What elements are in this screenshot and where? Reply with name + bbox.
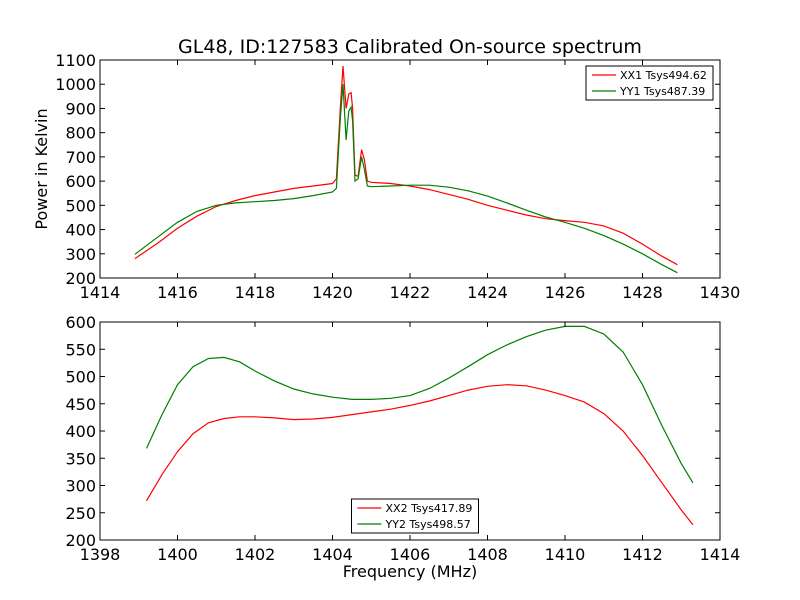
top-legend-label-2: YY1 Tsys487.39 bbox=[619, 85, 705, 98]
bottom-x-tick-label: 1408 bbox=[467, 545, 508, 564]
bottom-series-line-2 bbox=[145, 325, 694, 484]
top-y-axis-label: Power in Kelvin bbox=[32, 108, 51, 229]
top-y-tick-label: 900 bbox=[65, 99, 96, 118]
top-x-tick-label: 1422 bbox=[390, 283, 431, 302]
bottom-x-tick-label: 1410 bbox=[545, 545, 586, 564]
top-y-tick-label: 1100 bbox=[55, 51, 96, 70]
bottom-x-tick-label: 1398 bbox=[80, 545, 121, 564]
bottom-y-tick-label: 200 bbox=[65, 531, 96, 550]
bottom-legend-box bbox=[351, 498, 479, 534]
bottom-x-tick-label: 1414 bbox=[700, 545, 741, 564]
top-y-tick-label: 500 bbox=[65, 196, 96, 215]
top-y-tick-label: 700 bbox=[65, 148, 96, 167]
bottom-y-tick-label: 450 bbox=[65, 395, 96, 414]
bottom-x-tick-label: 1406 bbox=[390, 545, 431, 564]
top-y-tick-label: 300 bbox=[65, 245, 96, 264]
bottom-plot: 1398 1400 1402 1404 1406 1408 1410 1412 1414 200 2… bbox=[65, 313, 740, 564]
top-y-tick-label: 200 bbox=[65, 269, 96, 288]
chart-title: GL48, ID:127583 Calibrated On-source spe… bbox=[178, 36, 642, 58]
top-x-tick-label: 1430 bbox=[700, 283, 741, 302]
top-x-tick-label: 1426 bbox=[545, 283, 586, 302]
bottom-x-tick-label: 1412 bbox=[622, 545, 663, 564]
bottom-legend-label-2: YY2 Tsys498.57 bbox=[385, 518, 471, 531]
bottom-y-tick-label: 500 bbox=[65, 368, 96, 387]
top-y-tick-label: 1000 bbox=[55, 75, 96, 94]
top-legend-label-1: XX1 Tsys494.62 bbox=[620, 69, 707, 82]
bottom-y-tick-label: 400 bbox=[65, 422, 96, 441]
bottom-y-tick-label: 350 bbox=[65, 449, 96, 468]
top-y-tick-label: 600 bbox=[65, 172, 96, 191]
bottom-y-tick-label: 600 bbox=[65, 313, 96, 332]
top-x-tick-label: 1428 bbox=[622, 283, 663, 302]
bottom-x-tick-label: 1404 bbox=[312, 545, 353, 564]
bottom-y-tick-label: 300 bbox=[65, 477, 96, 496]
top-x-tick-label: 1420 bbox=[312, 283, 353, 302]
top-legend: XX1 Tsys494.62 YY1 Tsys487.39 bbox=[585, 65, 714, 101]
bottom-legend: XX2 Tsys417.89 YY2 Tsys498.57 bbox=[351, 498, 479, 534]
top-plot: 1414 1416 1418 1420 1422 1424 1426 1428 1430 200 3… bbox=[55, 51, 740, 302]
top-y-tick-label: 800 bbox=[65, 124, 96, 143]
bottom-y-tick-label: 550 bbox=[65, 340, 96, 359]
top-x-tick-label: 1414 bbox=[80, 283, 121, 302]
bottom-series-line-1 bbox=[145, 384, 694, 526]
top-series-line-2 bbox=[134, 84, 678, 274]
top-x-tick-label: 1418 bbox=[235, 283, 276, 302]
bottom-x-tick-label: 1400 bbox=[157, 545, 198, 564]
top-x-tick-label: 1424 bbox=[467, 283, 508, 302]
bottom-y-tick-label: 250 bbox=[65, 504, 96, 523]
bottom-x-axis-label: Frequency (MHz) bbox=[343, 562, 477, 581]
top-x-tick-label: 1416 bbox=[157, 283, 198, 302]
top-y-tick-label: 400 bbox=[65, 221, 96, 240]
top-legend-box bbox=[585, 65, 714, 101]
bottom-legend-label-1: XX2 Tsys417.89 bbox=[386, 502, 473, 515]
bottom-x-tick-label: 1402 bbox=[235, 545, 276, 564]
